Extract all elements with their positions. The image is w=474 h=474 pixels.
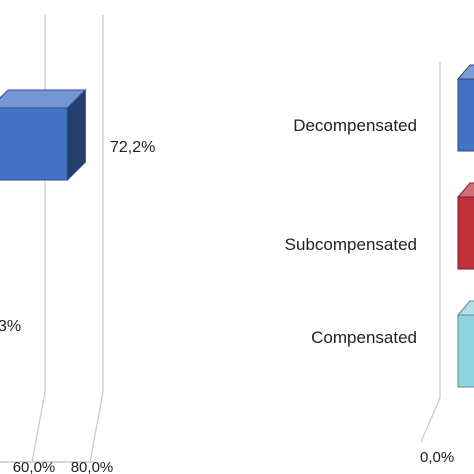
gridline-base [90,392,103,462]
axis-floor-line [421,398,440,442]
bar-compensated-top [458,301,474,315]
bar-compensated [458,315,474,387]
x-tick-label: 60,0% [13,459,56,474]
x-tick-label: 80,0% [71,459,114,474]
bar-subcompensated-top [458,183,474,197]
bar-72 [0,108,67,180]
data-label-72: 72,2% [110,139,155,156]
left-bar-chart: 60,0% 80,0% 72,2% 3% [0,15,155,474]
right-bar-chart: 0,0% Decompensated Subcompensated Compensat… [285,62,474,466]
bar-subcompensated [458,197,474,269]
x-tick-label: 0,0% [420,449,454,466]
category-label-decompensated: Decompensated [293,116,417,135]
bar-decompensated [458,79,474,151]
category-label-subcompensated: Subcompensated [285,235,417,254]
data-label-3: 3% [0,318,21,335]
bar-decompensated-top [458,65,474,79]
category-label-compensated: Compensated [311,328,417,347]
gridline-base [32,392,45,462]
